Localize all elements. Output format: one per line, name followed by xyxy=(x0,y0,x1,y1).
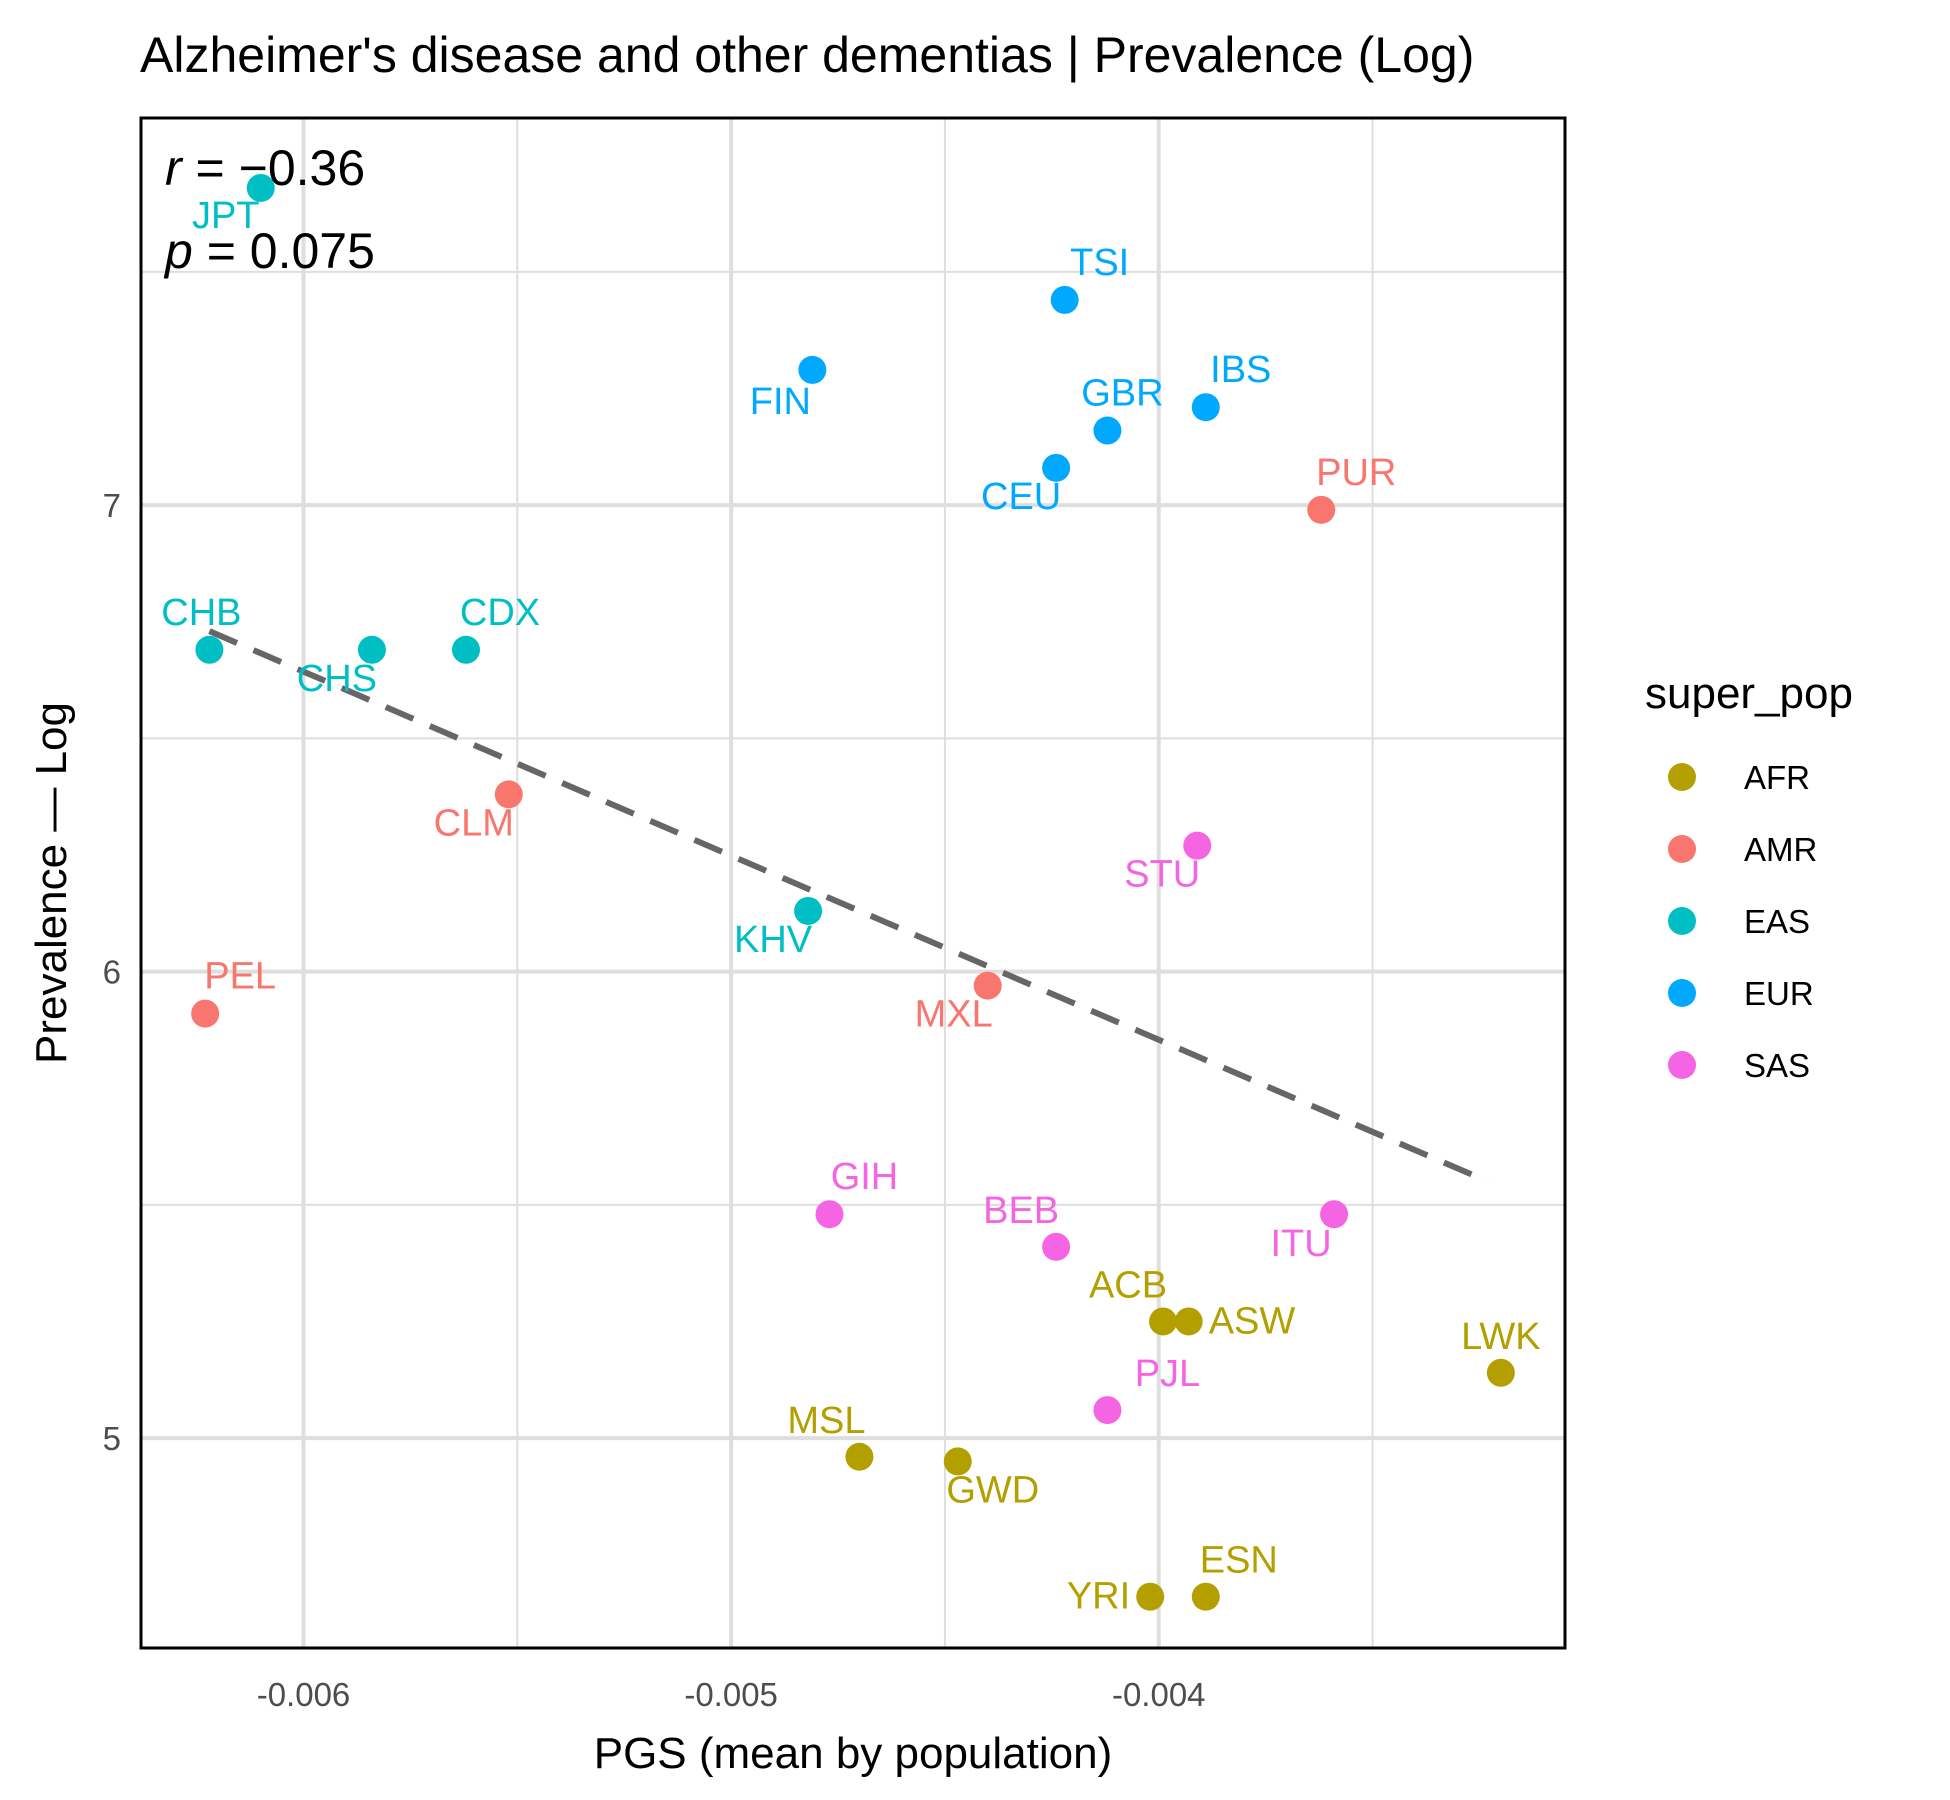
grid-lines xyxy=(141,118,1565,1648)
data-point-mxl xyxy=(973,971,1002,1000)
data-point-ibs xyxy=(1191,393,1220,422)
legend-label-sas: SAS xyxy=(1744,1047,1810,1084)
data-point-beb xyxy=(1042,1232,1071,1261)
legend-key-eur xyxy=(1668,979,1696,1007)
data-point-esn xyxy=(1191,1582,1220,1611)
plot-panel-border xyxy=(139,116,1567,1650)
data-point-ceu xyxy=(1042,453,1071,482)
data-point-cdx xyxy=(451,635,480,664)
point-label-yri: YRI xyxy=(1067,1576,1130,1618)
point-label-itu: ITU xyxy=(1270,1223,1331,1265)
y-tick-label: 7 xyxy=(103,487,121,524)
point-label-ibs: IBS xyxy=(1210,349,1271,391)
trend-line-layer xyxy=(208,628,1490,1185)
legend-key-eas xyxy=(1668,907,1696,935)
data-point-chs xyxy=(357,635,386,664)
data-point-lwk xyxy=(1486,1358,1515,1387)
data-point-clm xyxy=(494,780,523,809)
data-point-pjl xyxy=(1093,1396,1122,1425)
correlation-r-annotation: r = −0.36 xyxy=(165,140,365,196)
data-point-gih xyxy=(815,1200,844,1229)
point-label-cdx: CDX xyxy=(460,592,540,634)
point-label-chb: CHB xyxy=(161,592,241,634)
point-label-khv: KHV xyxy=(734,919,813,961)
legend-key-amr xyxy=(1668,835,1696,863)
data-point-pel xyxy=(191,999,220,1028)
point-label-msl: MSL xyxy=(787,1400,865,1442)
point-label-tsi: TSI xyxy=(1070,242,1129,284)
data-point-stu xyxy=(1183,831,1212,860)
point-label-ceu: CEU xyxy=(981,476,1061,518)
trend-line xyxy=(208,628,1490,1185)
y-axis-ticks: 5 6 7 xyxy=(103,487,121,1457)
data-point-asw xyxy=(1174,1307,1203,1336)
data-point-itu xyxy=(1320,1200,1349,1229)
x-axis-title: PGS (mean by population) xyxy=(594,1729,1113,1778)
legend-label-afr: AFR xyxy=(1744,759,1810,796)
data-point-gbr xyxy=(1093,416,1122,445)
points-layer xyxy=(191,173,1515,1611)
data-point-gwd xyxy=(943,1447,972,1476)
data-point-tsi xyxy=(1050,285,1079,314)
p-value-annotation: p = 0.075 xyxy=(163,223,375,279)
point-label-fin: FIN xyxy=(750,381,811,423)
point-label-gwd: GWD xyxy=(946,1469,1039,1511)
point-label-pel: PEL xyxy=(204,956,276,998)
point-label-asw: ASW xyxy=(1209,1300,1296,1342)
point-labels-layer: JPT TSI FIN IBS GBR CEU PUR CHB CHS CDX CLM STU KHV M… xyxy=(161,195,1540,1618)
point-label-lwk: LWK xyxy=(1461,1316,1541,1358)
point-label-gbr: GBR xyxy=(1081,373,1163,415)
legend-label-eas: EAS xyxy=(1744,903,1810,940)
chart-title: Alzheimer's disease and other dementias … xyxy=(140,27,1474,83)
point-label-stu: STU xyxy=(1124,854,1200,896)
data-point-chb xyxy=(195,635,224,664)
point-label-mxl: MXL xyxy=(915,994,993,1036)
legend-label-eur: EUR xyxy=(1744,975,1814,1012)
point-label-esn: ESN xyxy=(1200,1540,1278,1582)
x-tick-label: -0.006 xyxy=(257,1676,351,1713)
x-tick-label: -0.005 xyxy=(684,1676,778,1713)
data-point-pur xyxy=(1307,495,1336,524)
point-label-gih: GIH xyxy=(831,1156,899,1198)
data-point-acb xyxy=(1149,1307,1178,1336)
data-point-msl xyxy=(845,1442,874,1471)
point-label-chs: CHS xyxy=(297,658,377,700)
point-label-clm: CLM xyxy=(434,802,514,844)
data-point-khv xyxy=(794,896,823,925)
x-tick-label: -0.004 xyxy=(1112,1676,1206,1713)
legend: super_pop AFR AMR EAS EUR SAS xyxy=(1645,669,1853,1084)
y-axis-title: Prevalence — Log xyxy=(27,702,76,1064)
y-tick-label: 5 xyxy=(103,1420,121,1457)
data-point-yri xyxy=(1136,1582,1165,1611)
legend-title: super_pop xyxy=(1645,669,1853,718)
legend-key-sas xyxy=(1668,1051,1696,1079)
data-point-jpt xyxy=(246,173,275,202)
point-label-pjl: PJL xyxy=(1135,1353,1200,1395)
data-point-fin xyxy=(798,355,827,384)
point-label-pur: PUR xyxy=(1316,452,1396,494)
legend-key-afr xyxy=(1668,763,1696,791)
point-label-jpt: JPT xyxy=(192,195,260,237)
legend-label-amr: AMR xyxy=(1744,831,1817,868)
point-label-beb: BEB xyxy=(983,1190,1059,1232)
x-axis-ticks: -0.006 -0.005 -0.004 xyxy=(257,1676,1206,1713)
y-tick-label: 6 xyxy=(103,954,121,991)
point-label-acb: ACB xyxy=(1089,1264,1167,1306)
